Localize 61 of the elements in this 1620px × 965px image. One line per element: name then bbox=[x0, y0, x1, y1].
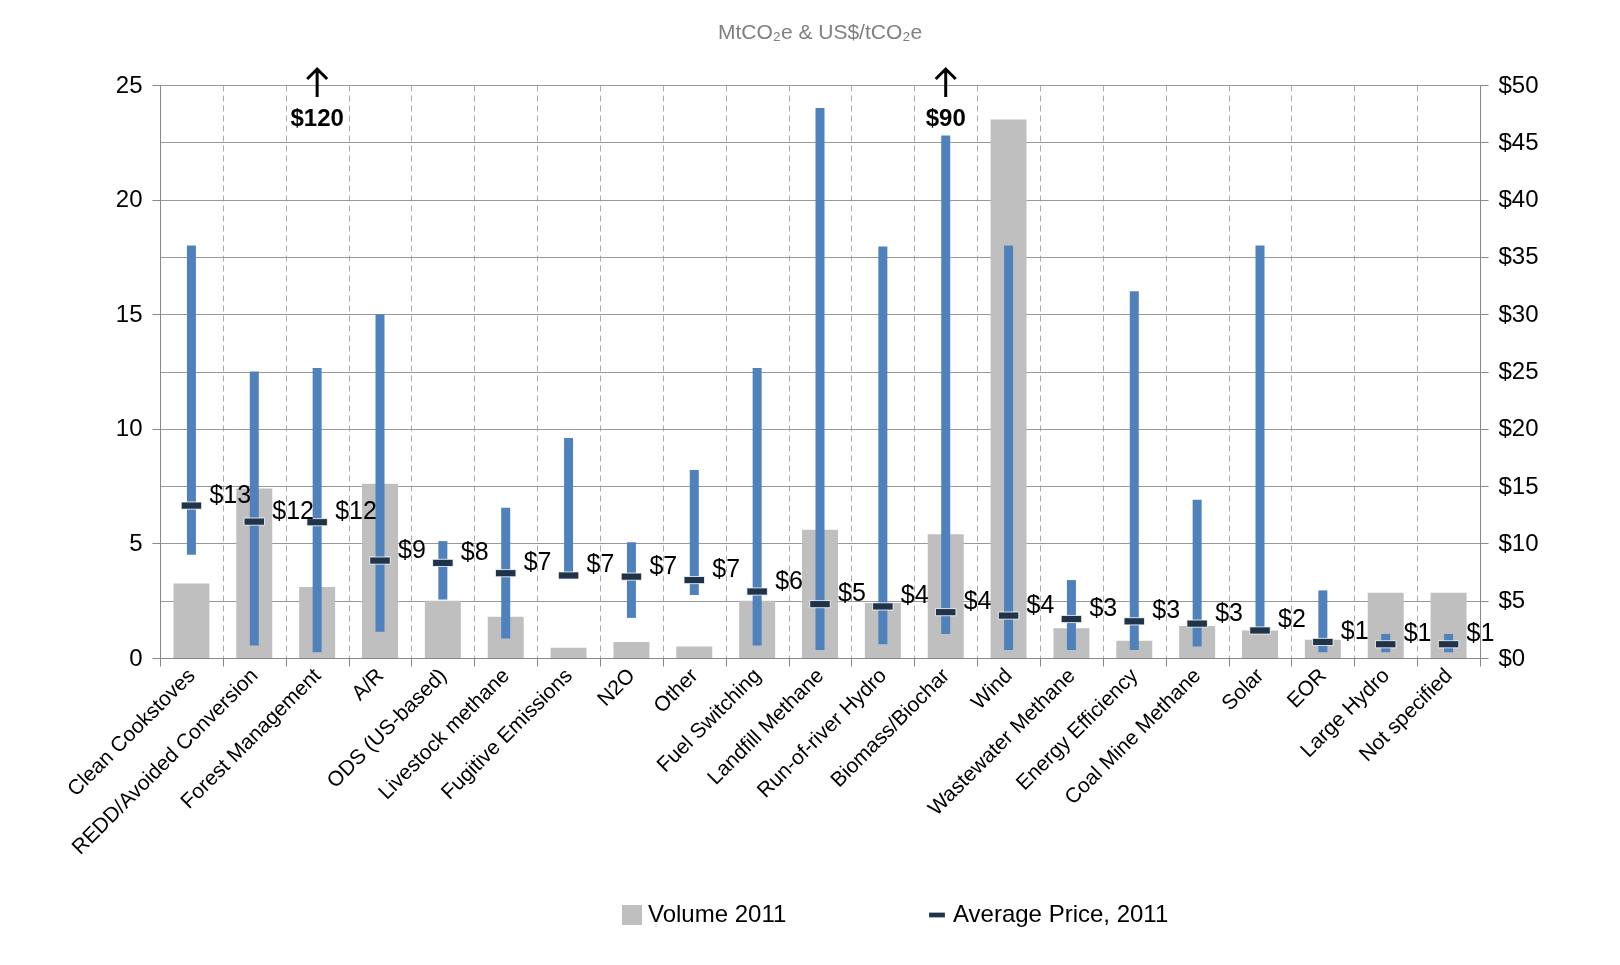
data-label: $4 bbox=[1026, 589, 1055, 618]
bar bbox=[550, 647, 587, 658]
data-label: $12 bbox=[335, 496, 377, 525]
y-tick-label: 20 bbox=[115, 185, 143, 213]
bar bbox=[878, 246, 888, 645]
y2-tick-label: $35 bbox=[1498, 242, 1539, 270]
bar bbox=[1192, 499, 1202, 647]
data-label: $7 bbox=[586, 549, 615, 578]
data-label: $3 bbox=[1215, 597, 1243, 626]
legend-label: Volume 2011 bbox=[648, 900, 787, 927]
y2-tick-label: $30 bbox=[1498, 299, 1539, 327]
bar bbox=[375, 314, 385, 632]
data-label: $1 bbox=[1466, 618, 1495, 647]
data-label: $3 bbox=[1152, 595, 1181, 624]
y2-tick-label: $10 bbox=[1498, 528, 1539, 556]
bar bbox=[424, 600, 461, 658]
y-tick-label: 0 bbox=[129, 643, 143, 671]
y-tick-label: 10 bbox=[115, 414, 143, 442]
y2-tick-label: $0 bbox=[1498, 643, 1526, 671]
bar bbox=[941, 135, 951, 634]
data-label: $9 bbox=[398, 534, 426, 563]
bar bbox=[676, 646, 713, 658]
bar bbox=[613, 641, 650, 658]
data-label: $7 bbox=[523, 547, 552, 576]
y2-tick-label: $40 bbox=[1498, 185, 1539, 213]
y2-tick-label: $20 bbox=[1498, 414, 1539, 442]
bar bbox=[815, 107, 825, 650]
bar bbox=[689, 470, 699, 595]
bar bbox=[173, 583, 210, 658]
data-label: $12 bbox=[272, 495, 314, 524]
data-label: $6 bbox=[775, 565, 803, 594]
data-label: $1 bbox=[1403, 618, 1432, 647]
y2-tick-label: $5 bbox=[1498, 586, 1526, 614]
data-label: $4 bbox=[963, 586, 992, 615]
y-tick-label: 25 bbox=[115, 70, 143, 98]
bar bbox=[501, 507, 511, 639]
data-label: $2 bbox=[1278, 604, 1306, 633]
data-label: $5 bbox=[838, 578, 866, 607]
data-label: $4 bbox=[900, 580, 929, 609]
y2-tick-label: $25 bbox=[1498, 357, 1539, 384]
y2-tick-label: $45 bbox=[1498, 127, 1539, 155]
y2-tick-label: $50 bbox=[1498, 70, 1539, 98]
bar bbox=[249, 371, 259, 646]
data-label: $7 bbox=[649, 550, 678, 579]
chart-title: MtCO₂e & US$/tCO₂e bbox=[717, 20, 923, 43]
y2-tick-label: $15 bbox=[1498, 471, 1539, 499]
legend-label: Average Price, 2011 bbox=[953, 900, 1169, 927]
data-label: $1 bbox=[1340, 615, 1369, 644]
bar bbox=[186, 245, 196, 555]
bar bbox=[752, 368, 762, 646]
bar bbox=[312, 368, 322, 653]
data-label: $13 bbox=[209, 479, 252, 508]
y-tick-label: 5 bbox=[129, 528, 143, 556]
data-label: $3 bbox=[1089, 593, 1118, 622]
data-label: $8 bbox=[460, 536, 489, 565]
y-tick-label: 15 bbox=[115, 299, 143, 327]
annotation: $90 bbox=[925, 104, 966, 131]
bar bbox=[1004, 245, 1014, 650]
annotation: $120 bbox=[290, 104, 344, 131]
bar bbox=[1129, 291, 1139, 650]
data-label: $7 bbox=[712, 554, 741, 583]
